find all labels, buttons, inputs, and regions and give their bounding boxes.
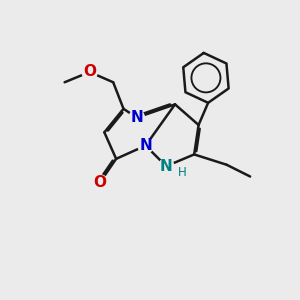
Circle shape — [129, 110, 144, 125]
Text: N: N — [160, 159, 172, 174]
Circle shape — [92, 175, 108, 190]
Circle shape — [158, 158, 174, 174]
Text: N: N — [130, 110, 143, 125]
Text: N: N — [139, 138, 152, 153]
Text: O: O — [83, 64, 96, 80]
Circle shape — [138, 138, 153, 153]
Text: H: H — [178, 166, 187, 179]
Circle shape — [82, 64, 97, 80]
Text: O: O — [93, 175, 106, 190]
